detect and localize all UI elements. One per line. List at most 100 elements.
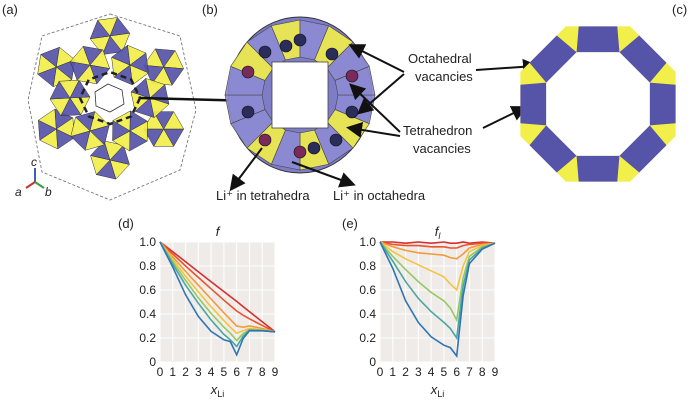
panel-a: (a) c a b: [2, 2, 197, 201]
panel-a-label: (a): [2, 2, 18, 17]
x-axis-subscript: Li: [437, 389, 444, 399]
y-tick-label: 0.4: [359, 307, 376, 321]
x-tick-label: 4: [428, 365, 435, 379]
li-atom: [279, 39, 293, 53]
axis-c-label: c: [31, 155, 37, 169]
schematic-ring: [520, 26, 676, 182]
li-atom: [258, 45, 272, 59]
chart-f: (d) 0 1 2 3 4 5 6 7 8 9 0 0.2 0.4 0.6 0.8 1.0 f xLi: [118, 216, 279, 399]
schematic-octahedron: [576, 26, 620, 53]
crystal-face: [109, 144, 130, 165]
x-tick-label: 8: [479, 365, 486, 379]
series-line-3: [379, 241, 496, 260]
x-tick-label: 2: [182, 365, 189, 379]
x-tick-label: 7: [466, 365, 473, 379]
li-atom: [345, 69, 359, 83]
panel-b-label: (b): [202, 2, 218, 17]
x-tick-label: 3: [195, 365, 202, 379]
y-tick-label: 0.4: [139, 307, 156, 321]
li-in-tetrahedra-label: Li⁺ in tetrahedra: [216, 188, 310, 203]
series-line-6: [379, 241, 496, 341]
x-tick-label: 7: [246, 365, 253, 379]
y-tick-label: 0.6: [359, 283, 376, 297]
x-tick-label: 1: [389, 365, 396, 379]
y-tick-label: 0.8: [139, 259, 156, 273]
y-tick-label: 0.2: [139, 331, 156, 345]
series-line-1: [159, 241, 276, 333]
axes-triad: c a b: [15, 155, 52, 199]
x-tick-label: 3: [415, 365, 422, 379]
x-tick-label: 0: [377, 365, 384, 379]
panel-e-label: (e): [342, 216, 358, 231]
arrow-li-octa: [291, 161, 356, 188]
x-tick-label: 0: [157, 365, 164, 379]
x-axis-label: xLi: [210, 382, 225, 399]
series-line-4: [379, 241, 496, 292]
x-tick-label: 5: [221, 365, 228, 379]
panel-d-label: (d): [118, 216, 134, 231]
li-atoms: [241, 33, 359, 159]
panel-b: (b): [202, 2, 376, 174]
chart-title: fl: [435, 224, 442, 241]
crystal-face: [113, 64, 133, 86]
arrow-octa-2: [356, 73, 405, 115]
li-atom: [258, 133, 272, 147]
li-atom: [345, 105, 359, 119]
y-tick-label: 1.0: [139, 235, 156, 249]
crystal-face: [84, 130, 105, 151]
series-line-2: [379, 241, 495, 249]
arrow-li-tetra: [229, 147, 263, 192]
y-tick-label: 0.8: [359, 259, 376, 273]
annotations-b: Octahedral vacancies Tetrahedron vacanci…: [216, 44, 539, 203]
y-tick-label: 1.0: [359, 235, 376, 249]
series-line-7: [379, 241, 496, 359]
y-tick-label: 0: [149, 355, 156, 369]
series-line-4: [159, 241, 276, 335]
li-atom: [293, 33, 307, 47]
crystal-face: [163, 66, 185, 86]
x-tick-label: 9: [492, 365, 499, 379]
arrow-tetra-1: [349, 83, 401, 133]
x-tick-label: 5: [441, 365, 448, 379]
crystal-face: [60, 97, 82, 117]
x-axis-label: xLi: [430, 382, 445, 399]
li-atom: [307, 141, 321, 155]
li-atom: [329, 133, 343, 147]
axis-b-label: b: [45, 185, 52, 199]
crystal-face: [163, 111, 185, 130]
panel-c-label: (c): [672, 2, 687, 17]
series-line-3: [159, 241, 276, 333]
tetrahedron-vacancies-label-line1: Tetrahedron: [403, 123, 472, 138]
chart-fl: (e) 0 1 2 3 4 5 6 7 8 9 0 0.2 0.4 0.6 0.8 1.0 fl xLi: [342, 216, 499, 399]
li-atom: [325, 47, 339, 61]
x-tick-label: 1: [169, 365, 176, 379]
arrow-octa-1: [348, 44, 405, 73]
schematic-octahedron: [649, 82, 676, 126]
schematic-octahedron: [619, 35, 667, 83]
schematic-octahedron: [520, 82, 547, 126]
arrow-to-c-octa: [475, 58, 539, 75]
arrow-tetra-2: [346, 121, 401, 138]
crystal-polyhedra: [37, 16, 185, 180]
x-axis-subscript: Li: [217, 389, 224, 399]
crystal-face: [109, 32, 131, 53]
octahedral-vacancies-label-line2: vacancies: [415, 69, 473, 84]
axis-a-label: a: [15, 185, 22, 199]
arrow-to-c-tetra: [482, 106, 528, 129]
x-tick-label: 8: [259, 365, 266, 379]
y-tick-label: 0.6: [139, 283, 156, 297]
li-atom: [293, 145, 307, 159]
li-atom: [241, 105, 255, 119]
x-tick-label: 9: [272, 365, 279, 379]
crystal-channel: [94, 83, 125, 113]
crystal-face: [129, 130, 148, 152]
crystal-face: [149, 97, 170, 119]
schematic-octahedron: [529, 35, 577, 83]
ring-channel: [271, 61, 329, 129]
tetrahedron-vacancies-label-line2: vacancies: [413, 141, 471, 156]
li-in-octahedra-label: Li⁺ in octahedra: [333, 188, 426, 203]
channel-path: [78, 70, 142, 126]
x-tick-label: 4: [208, 365, 215, 379]
plot-area: [160, 242, 275, 362]
li-atom: [241, 65, 255, 79]
